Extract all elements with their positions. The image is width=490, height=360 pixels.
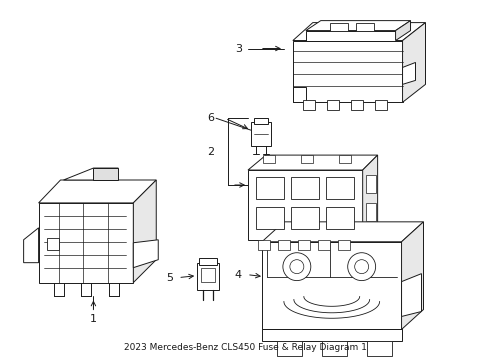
Polygon shape: [339, 155, 351, 163]
Bar: [298, 240, 310, 250]
Bar: [375, 100, 387, 110]
Polygon shape: [254, 118, 268, 124]
Polygon shape: [133, 240, 158, 268]
Polygon shape: [133, 180, 156, 283]
Polygon shape: [262, 222, 423, 242]
Bar: [256, 207, 284, 229]
Bar: [326, 177, 354, 199]
Polygon shape: [395, 21, 411, 41]
Polygon shape: [403, 62, 416, 84]
Circle shape: [283, 253, 311, 280]
Polygon shape: [94, 168, 119, 180]
Polygon shape: [251, 122, 271, 146]
Bar: [327, 100, 339, 110]
Polygon shape: [401, 222, 423, 329]
Polygon shape: [293, 23, 425, 41]
Bar: [338, 240, 350, 250]
Polygon shape: [262, 242, 401, 329]
Bar: [366, 175, 376, 193]
Bar: [291, 207, 319, 229]
Text: 1: 1: [90, 314, 97, 324]
Polygon shape: [248, 170, 363, 240]
Text: 5: 5: [166, 273, 173, 283]
Polygon shape: [199, 258, 217, 265]
Bar: [351, 100, 363, 110]
Bar: [356, 23, 374, 31]
Bar: [278, 240, 290, 250]
Bar: [201, 268, 215, 282]
Text: 6: 6: [207, 113, 214, 123]
Polygon shape: [39, 203, 133, 283]
Circle shape: [355, 260, 368, 274]
Polygon shape: [39, 180, 156, 203]
Bar: [47, 238, 58, 250]
Bar: [330, 23, 348, 31]
Bar: [326, 207, 354, 229]
Polygon shape: [363, 155, 378, 240]
Polygon shape: [322, 341, 347, 356]
Text: 2023 Mercedes-Benz CLS450 Fuse & Relay Diagram 1: 2023 Mercedes-Benz CLS450 Fuse & Relay D…: [123, 343, 367, 352]
Polygon shape: [262, 329, 401, 341]
Bar: [303, 100, 315, 110]
Polygon shape: [306, 31, 395, 41]
Polygon shape: [24, 228, 39, 263]
Polygon shape: [306, 21, 411, 31]
Bar: [318, 240, 330, 250]
Bar: [366, 203, 376, 221]
Polygon shape: [367, 341, 392, 356]
Polygon shape: [293, 41, 403, 102]
Bar: [258, 240, 270, 250]
Polygon shape: [401, 274, 421, 316]
Circle shape: [290, 260, 304, 274]
Text: 2: 2: [207, 147, 214, 157]
Polygon shape: [293, 87, 306, 102]
Polygon shape: [403, 23, 425, 102]
Polygon shape: [197, 263, 219, 289]
Polygon shape: [263, 155, 275, 163]
Bar: [291, 177, 319, 199]
Polygon shape: [64, 168, 119, 180]
Text: 4: 4: [235, 270, 242, 280]
Bar: [256, 177, 284, 199]
Polygon shape: [248, 155, 378, 170]
Polygon shape: [301, 155, 313, 163]
Text: 3: 3: [235, 44, 242, 54]
Polygon shape: [277, 341, 302, 356]
Circle shape: [348, 253, 376, 280]
